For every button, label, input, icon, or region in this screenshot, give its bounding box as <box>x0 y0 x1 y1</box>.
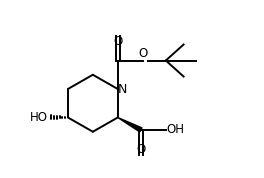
Text: OH: OH <box>167 123 185 137</box>
Text: N: N <box>117 83 127 96</box>
Polygon shape <box>118 117 142 132</box>
Text: O: O <box>138 47 147 60</box>
Text: O: O <box>113 35 122 48</box>
Text: O: O <box>136 143 145 156</box>
Text: HO: HO <box>30 111 48 124</box>
